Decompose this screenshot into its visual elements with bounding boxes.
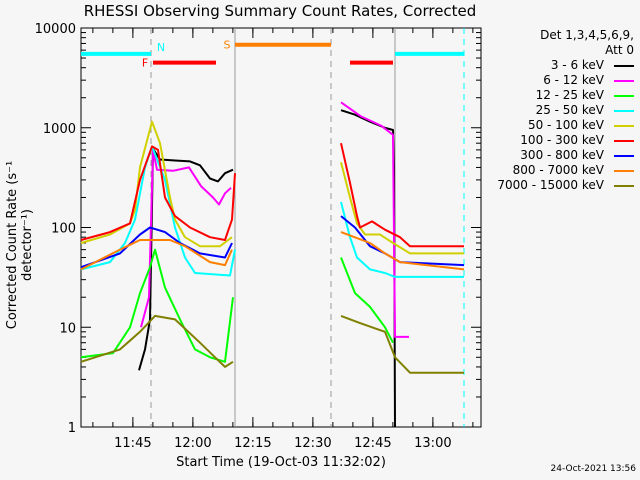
series-line-25-50- [80,145,236,277]
series-line-12-25- [340,257,394,344]
legend-entry: 100 - 300 keV [474,133,634,148]
series-line-25-50- [340,201,464,278]
series-line-7000-15000- [80,314,234,368]
x-tick-label: 12:00 [174,436,211,451]
legend-entry: 50 - 100 keV [474,118,634,133]
y-tick-label: 10000 [35,22,76,37]
legend-swatch [614,109,634,112]
x-tick-label: 13:00 [414,436,451,451]
legend-swatch [614,169,634,172]
y-tick-label: 100 [51,222,76,237]
legend-label: 6 - 12 keV [543,73,604,87]
x-tick-label: 12:15 [234,436,271,451]
legend: Det 1,3,4,5,6,9, Att 0 3 - 6 keV 6 - 12 k… [474,28,634,193]
x-tick-label: 12:45 [354,436,391,451]
series-line-100-300- [80,145,236,241]
legend-entry: 25 - 50 keV [474,103,634,118]
y-tick-label: 1000 [43,122,76,137]
series-line-50-100- [80,120,233,248]
series-line-50-100- [340,162,464,255]
state-bar-label: N [157,41,165,54]
legend-label: 300 - 800 keV [520,148,604,162]
legend-label: 100 - 300 keV [520,133,604,147]
series-line-6-12- [340,101,409,338]
series-line-7000-15000- [340,314,464,374]
legend-label: 800 - 7000 keV [512,163,604,177]
legend-label: 25 - 50 keV [535,103,604,117]
legend-label: 50 - 100 keV [527,118,604,132]
legend-label: 12 - 25 keV [535,88,604,102]
legend-label: 7000 - 15000 keV [497,178,604,192]
series-line-800-7000- [340,231,465,271]
series-line-100-300- [340,142,464,248]
legend-swatch [614,64,634,67]
legend-entry: 12 - 25 keV [474,88,634,103]
x-tick-label: 11:45 [114,436,151,451]
series-line-12-25- [80,248,234,363]
legend-swatch [614,184,634,187]
legend-header-1: Det 1,3,4,5,6,9, [540,28,634,42]
state-bar-label: S [224,39,231,52]
y-axis-label: Corrected Count Rate (s⁻¹ detector⁻¹) [5,160,35,330]
timestamp: 24-Oct-2021 13:56 [550,464,636,474]
y-tick-label: 10 [59,321,76,336]
legend-entry: 3 - 6 keV [474,58,634,73]
state-bar-label: F [142,57,148,70]
legend-header-2: Att 0 [605,43,634,57]
legend-swatch [614,124,634,127]
series-line-800-7000- [80,239,233,271]
legend-entry: 7000 - 15000 keV [474,178,634,193]
x-tick-label: 12:30 [294,436,331,451]
legend-swatch [614,139,634,142]
legend-swatch [614,79,634,82]
legend-entry: 800 - 7000 keV [474,163,634,178]
legend-swatch [614,94,634,97]
legend-swatch [614,154,634,157]
x-axis-label: Start Time (19-Oct-03 11:32:02) [176,455,386,470]
legend-entry: 300 - 800 keV [474,148,634,163]
legend-entry: 6 - 12 keV [474,73,634,88]
y-tick-label: 1 [68,421,76,436]
legend-label: 3 - 6 keV [550,58,604,72]
series-line-3-6- [138,147,234,371]
series-line-6-12- [140,148,232,328]
chart-title: RHESSI Observing Summary Count Rates, Co… [83,2,477,20]
plot-frame [80,27,482,428]
